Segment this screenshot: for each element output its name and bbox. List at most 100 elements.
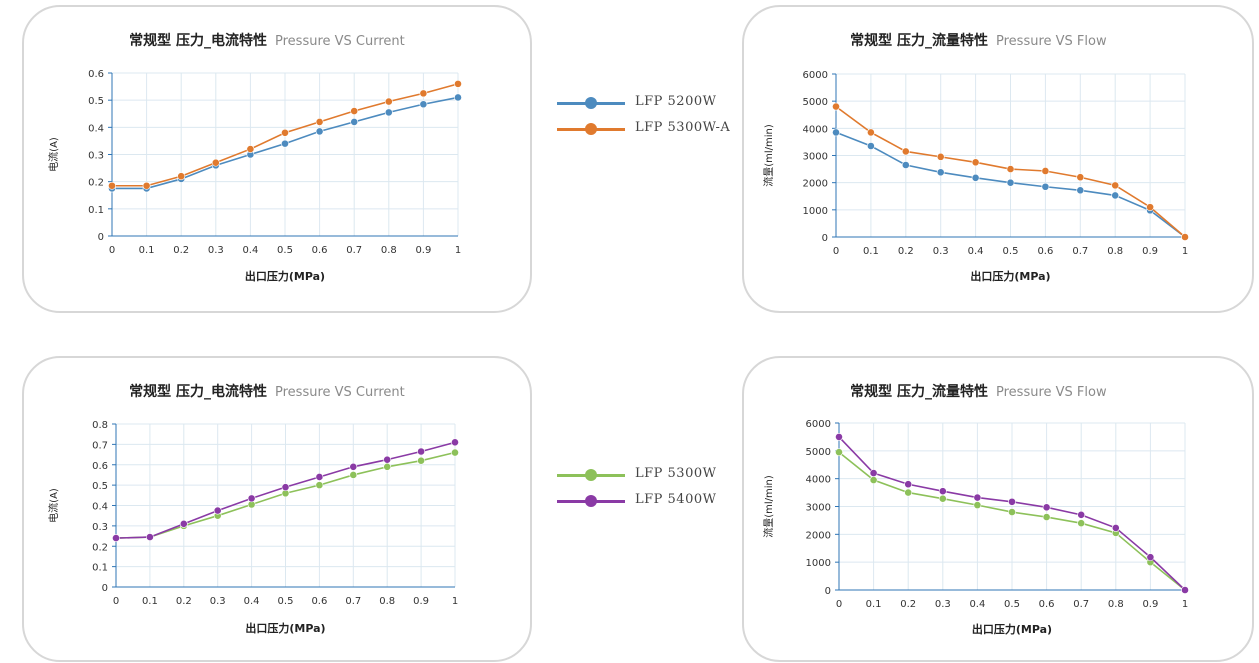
x-tick-label: 0.3: [935, 599, 951, 610]
y-tick-label: 0.7: [92, 440, 108, 451]
y-tick-label: 3000: [806, 503, 831, 514]
y-tick-label: 1000: [803, 206, 828, 217]
data-point: [1111, 524, 1120, 532]
y-tick-label: 1000: [806, 558, 831, 569]
data-point: [213, 506, 222, 515]
chart-panel-current-2: 0 0.1 0.2 0.3 0.4 0.5 0.6 0.7 0.8 0 0.1 0.2 0.3 0.4 0.…: [22, 356, 532, 662]
data-point: [904, 488, 913, 497]
x-tick-label: 0.4: [968, 246, 984, 257]
y-tick-label: 0.8: [92, 420, 108, 431]
legend-marker: [585, 123, 597, 135]
y-tick-label: 5000: [803, 97, 828, 108]
data-point: [383, 462, 392, 471]
x-tick-label: 0.4: [242, 245, 258, 256]
data-point: [835, 448, 843, 457]
data-point: [1076, 173, 1085, 182]
y-tick-label: 0.2: [92, 542, 108, 553]
x-tick-label: 1: [455, 245, 461, 256]
data-point: [904, 480, 913, 489]
y-tick-label: 6000: [803, 70, 828, 81]
x-tick-label: 0.9: [413, 596, 429, 607]
x-tick-label: 0.6: [311, 596, 327, 607]
data-point: [1146, 203, 1154, 212]
data-point: [349, 462, 358, 471]
y-tick-label: 0: [98, 232, 104, 243]
data-point: [350, 107, 359, 115]
data-point: [211, 158, 220, 167]
data-point: [1181, 233, 1189, 241]
chart-subtitle: Pressure VS Flow: [996, 385, 1107, 400]
x-tick-label: 1: [1182, 246, 1188, 257]
legend-label: LFP 5200W: [635, 94, 717, 109]
x-tick-label: 0.2: [900, 599, 916, 610]
x-tick-label: 0.9: [1142, 599, 1158, 610]
x-tick-label: 0.4: [969, 599, 985, 610]
x-tick-label: 0.6: [1039, 599, 1055, 610]
y-tick-label: 6000: [806, 419, 831, 430]
data-point: [1111, 191, 1120, 200]
x-tick-label: 0.2: [173, 245, 189, 256]
chart-title: 常规型 压力_流量特性: [850, 32, 988, 49]
data-point: [281, 139, 289, 148]
y-tick-label: 0.5: [88, 96, 104, 107]
x-tick-label: 0.5: [278, 596, 294, 607]
y-axis-label: 流量(ml/min): [762, 124, 775, 187]
data-point: [350, 118, 359, 126]
x-tick-label: 0.1: [139, 245, 155, 256]
x-axis-label: 出口压力(MPa): [972, 622, 1052, 636]
data-point: [835, 433, 843, 441]
legend-marker: [585, 469, 597, 481]
data-point: [1077, 510, 1086, 519]
y-tick-label: 0.1: [88, 205, 104, 216]
data-point: [419, 89, 428, 98]
y-tick-label: 0.4: [88, 123, 104, 134]
chart-panel-current-1: 0 0.1 0.2 0.3 0.4 0.5 0.6 0 0.1 0.2 0.3 0.4 0.5 0.6 0.…: [22, 5, 532, 313]
data-point: [384, 97, 393, 106]
legend-label: LFP 5400W: [635, 492, 717, 507]
data-point: [901, 147, 910, 156]
data-point: [384, 108, 393, 117]
data-point: [315, 127, 324, 136]
data-point: [1042, 513, 1051, 521]
data-point: [451, 438, 459, 447]
chart-0: 0 0.1 0.2 0.3 0.4 0.5 0.6 0 0.1 0.2 0.3 0.4 0.5 0.6 0.…: [47, 32, 462, 283]
data-point: [315, 118, 324, 126]
y-tick-label: 3000: [803, 152, 828, 163]
x-tick-label: 0.7: [346, 245, 362, 256]
x-tick-label: 0.1: [142, 596, 158, 607]
data-point: [417, 456, 425, 465]
x-tick-label: 0.6: [1037, 246, 1053, 257]
x-axis-label: 出口压力(MPa): [970, 269, 1050, 283]
data-point: [1181, 586, 1189, 594]
data-point: [281, 128, 289, 137]
data-point: [1008, 497, 1016, 506]
chart-subtitle: Pressure VS Flow: [996, 34, 1107, 49]
data-point: [179, 519, 188, 528]
data-point: [901, 161, 910, 169]
x-tick-label: 0.3: [933, 246, 949, 257]
y-tick-label: 0.2: [88, 178, 104, 189]
data-point: [832, 102, 840, 111]
chart-subtitle: Pressure VS Current: [275, 385, 405, 400]
x-tick-label: 0.8: [1108, 599, 1124, 610]
data-point: [1006, 178, 1015, 187]
legend-label: LFP 5300W: [635, 466, 717, 481]
data-point: [869, 469, 878, 477]
x-tick-label: 0.7: [1073, 599, 1089, 610]
x-tick-label: 0.2: [176, 596, 192, 607]
data-point: [1042, 503, 1051, 512]
y-tick-label: 4000: [803, 124, 828, 135]
data-point: [315, 473, 324, 481]
x-axis-label: 出口压力(MPa): [245, 621, 325, 635]
x-tick-label: 0: [836, 599, 842, 610]
data-point: [866, 128, 875, 137]
y-tick-label: 0.4: [92, 502, 108, 513]
y-tick-label: 0.5: [92, 481, 108, 492]
data-point: [315, 481, 324, 490]
x-tick-label: 1: [452, 596, 458, 607]
x-tick-label: 0: [833, 246, 839, 257]
x-tick-label: 0.7: [345, 596, 361, 607]
data-point: [1008, 508, 1016, 516]
data-point: [936, 152, 945, 161]
x-tick-label: 0.9: [415, 245, 431, 256]
